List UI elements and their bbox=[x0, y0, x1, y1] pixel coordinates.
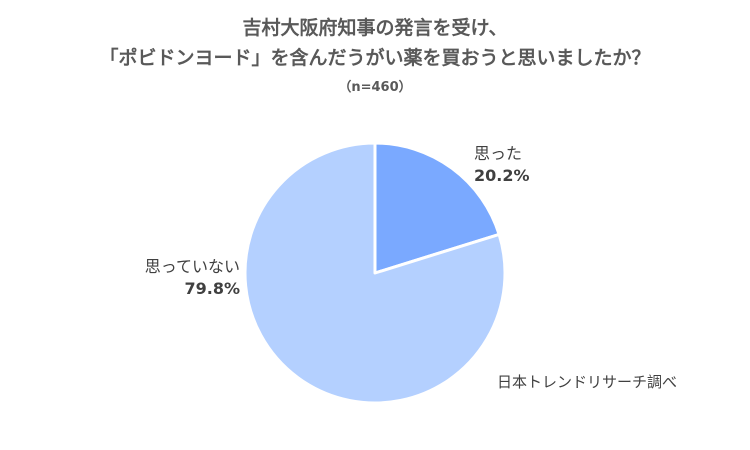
slice-category-omotte-inai: 思っていない bbox=[144, 257, 240, 276]
slice-label-omotta: 思った 20.2% bbox=[474, 143, 530, 187]
slice-value-omotta: 20.2% bbox=[474, 166, 530, 185]
pie-slice-omotte-inai bbox=[243, 141, 507, 405]
slice-label-omotte-inai: 思っていない 79.8% bbox=[102, 256, 240, 300]
pie-slice-omotta bbox=[373, 141, 501, 275]
chart-title-line-2: 「ポビドンヨード」を含んだうがい薬を買おうと思いましたか？ bbox=[99, 47, 651, 69]
chart-title-line-1: 吉村大阪府知事の発言を受け、 bbox=[242, 17, 508, 39]
slice-category-omotta: 思った bbox=[474, 144, 523, 163]
slice-value-omotte-inai: 79.8% bbox=[184, 279, 240, 298]
chart-subtitle: （n=460） bbox=[338, 80, 412, 95]
source-note: 日本トレンドリサーチ調べ bbox=[497, 373, 678, 391]
